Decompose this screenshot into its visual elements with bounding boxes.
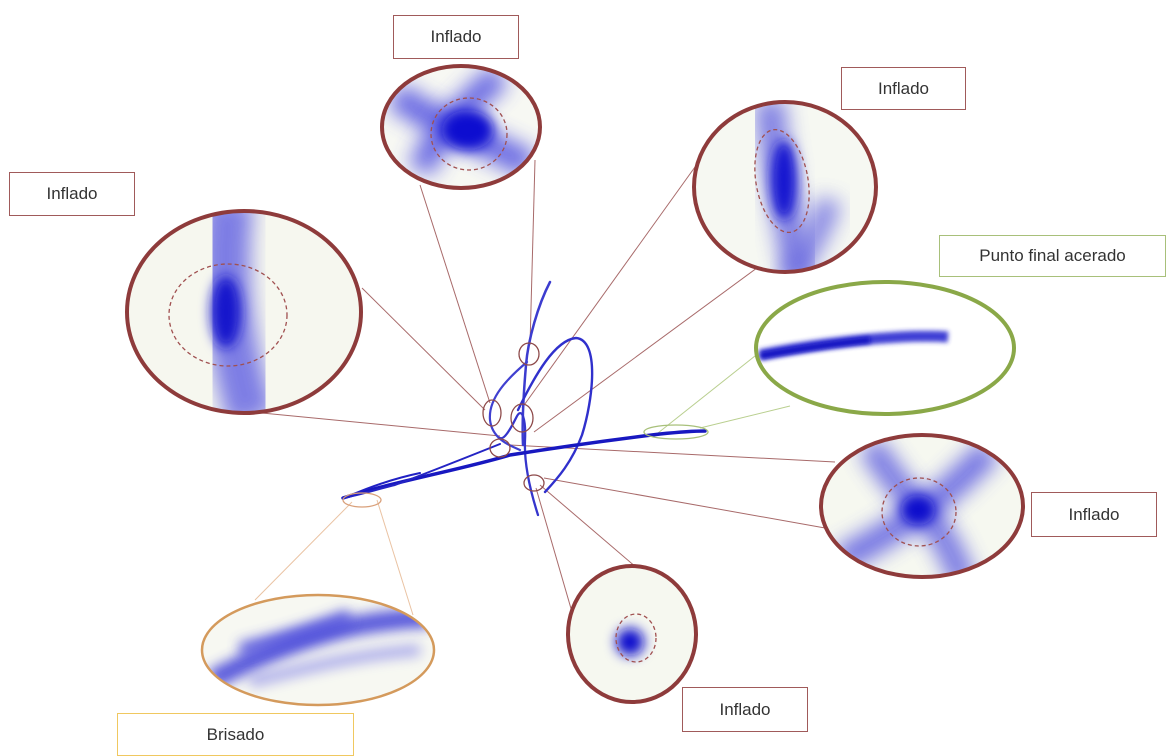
connector-line	[543, 477, 826, 529]
label-inflado-left: Inflado	[9, 172, 135, 216]
magnifier-left	[125, 209, 363, 415]
marker-ellipse	[342, 492, 382, 508]
magnifier-bottom	[566, 564, 698, 704]
marker-ellipse	[482, 399, 502, 427]
connector-line	[535, 487, 573, 613]
magnifier-orange	[200, 593, 436, 707]
marker-ellipse	[523, 474, 545, 492]
signature-stroke	[342, 443, 501, 499]
connector-line	[699, 405, 791, 429]
connector-line	[521, 159, 701, 409]
marker-ellipse	[643, 424, 709, 440]
marker-ellipse	[518, 342, 540, 366]
magnifier-upper-right	[692, 100, 878, 274]
connector-line	[419, 184, 491, 404]
label-punto-final: Punto final acerado	[939, 235, 1166, 277]
signature-stroke	[498, 411, 540, 517]
signature-markers	[342, 342, 709, 508]
connector-line	[539, 484, 638, 569]
label-inflado-right: Inflado	[1031, 492, 1157, 537]
connector-line	[261, 412, 501, 437]
connector-line	[376, 499, 414, 616]
connector-line	[657, 351, 761, 434]
connector-line	[254, 501, 353, 601]
magnifier-top	[380, 64, 542, 190]
label-inflado-bottom: Inflado	[682, 687, 808, 732]
signature-stroke	[516, 336, 594, 494]
label-brisado: Brisado	[117, 713, 354, 756]
label-inflado-upper-right: Inflado	[841, 67, 966, 110]
magnifier-green	[754, 280, 1016, 416]
signature-stroke	[341, 429, 707, 500]
connector-lines	[254, 159, 836, 616]
marker-ellipse	[510, 403, 534, 433]
signature-stroke	[488, 360, 529, 452]
connector-line	[361, 287, 486, 411]
marker-ellipse	[489, 438, 511, 458]
magnifier-right	[819, 433, 1025, 579]
connector-line	[529, 159, 536, 346]
label-inflado-top: Inflado	[393, 15, 519, 59]
connector-line	[533, 261, 766, 433]
